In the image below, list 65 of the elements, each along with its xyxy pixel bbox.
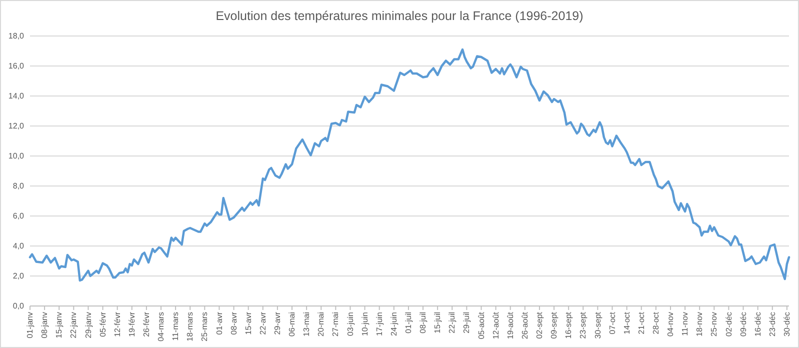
- y-tick-label: 4,0: [12, 242, 25, 251]
- x-tick-label: 07-oct: [608, 311, 617, 334]
- x-tick-label: 26-août: [520, 311, 530, 340]
- x-tick-label: 09-sept: [550, 311, 559, 339]
- x-tick-label: 24-juin: [389, 312, 398, 336]
- x-tick-label: 22-avr: [258, 312, 268, 335]
- y-tick-label: 8,0: [12, 182, 25, 191]
- x-tick-label: 04-mars: [156, 312, 166, 342]
- x-tick-label: 22-juil: [448, 312, 457, 334]
- x-tick-label: 09-déc: [738, 312, 748, 336]
- x-tick-label: 15-juil: [433, 312, 442, 334]
- y-tick-label: 14,0: [8, 92, 25, 101]
- x-tick-label: 25-nov: [710, 312, 719, 336]
- x-tick-label: 05-févr: [98, 312, 108, 337]
- x-tick-label: 30-déc: [782, 312, 792, 336]
- x-tick-label: 29-juil: [462, 312, 472, 334]
- x-tick-label: 19-févr: [127, 312, 136, 337]
- y-tick-label: 0,0: [12, 302, 25, 311]
- x-tick-label: 22-janv: [69, 312, 78, 338]
- x-tick-label: 19-août: [506, 311, 515, 340]
- x-tick-label: 01-juil: [404, 312, 414, 334]
- x-tick-label: 08-juil: [418, 312, 428, 334]
- x-tick-label: 18-nov: [695, 312, 704, 336]
- x-tick-label: 04-nov: [666, 312, 676, 336]
- x-tick-label: 11-mars: [171, 312, 180, 341]
- x-tick-label: 29-avr: [273, 312, 282, 335]
- y-tick-label: 12,0: [8, 122, 25, 131]
- y-tick-label: 10,0: [8, 152, 25, 161]
- x-tick-label: 03-juin: [346, 312, 355, 336]
- line-series: [28, 48, 790, 282]
- x-tick-label: 27-mai: [331, 312, 340, 336]
- x-tick-label: 01-avr: [214, 312, 224, 335]
- y-tick-label: 16,0: [8, 62, 25, 71]
- x-tick-label: 08-avr: [229, 312, 238, 335]
- x-tick-label: 14-oct: [622, 311, 632, 334]
- x-tick-label: 26-févr: [142, 312, 152, 337]
- x-tick-label: 16-sept: [564, 311, 574, 339]
- x-tick-label: 11-nov: [680, 312, 690, 336]
- x-tick-label: 06-mai: [288, 312, 297, 336]
- y-tick-label: 6,0: [12, 212, 25, 221]
- x-tick-label: 01-janv: [26, 312, 35, 338]
- x-tick-label: 08-janv: [40, 312, 50, 338]
- x-tick-label: 30-sept: [593, 311, 602, 339]
- x-tick-label: 05-août: [476, 311, 486, 340]
- x-tick-label: 02-déc: [724, 312, 734, 336]
- x-tick-label: 15-janv: [54, 312, 64, 338]
- x-tick-label: 12-févr: [112, 312, 122, 337]
- chart-title: Evolution des températures minimales pour la France (1996-2019): [216, 9, 584, 23]
- x-tick-label: 10-juin: [360, 312, 370, 336]
- y-tick-label: 2,0: [12, 272, 25, 281]
- x-tick-label: 16-déc: [753, 312, 762, 336]
- x-tick-label: 23-sept: [578, 311, 588, 339]
- x-tick-label: 13-mai: [302, 312, 312, 336]
- x-tick-label: 17-juin: [374, 312, 384, 336]
- x-tick-label: 21-oct: [636, 311, 646, 334]
- x-tick-label: 18-mars: [186, 312, 195, 342]
- x-tick-label: 12-août: [491, 311, 500, 340]
- x-tick-label: 29-janv: [84, 312, 93, 338]
- x-tick-label: 02-sept: [535, 311, 544, 339]
- y-tick-label: 18,0: [8, 32, 25, 41]
- x-tick-label: 25-mars: [200, 312, 210, 342]
- x-tick-label: 28-oct: [651, 311, 660, 334]
- x-tick-label: 20-mai: [316, 312, 326, 336]
- x-tick-label: 15-avr: [244, 312, 253, 335]
- x-tick-label: 23-déc: [768, 312, 777, 336]
